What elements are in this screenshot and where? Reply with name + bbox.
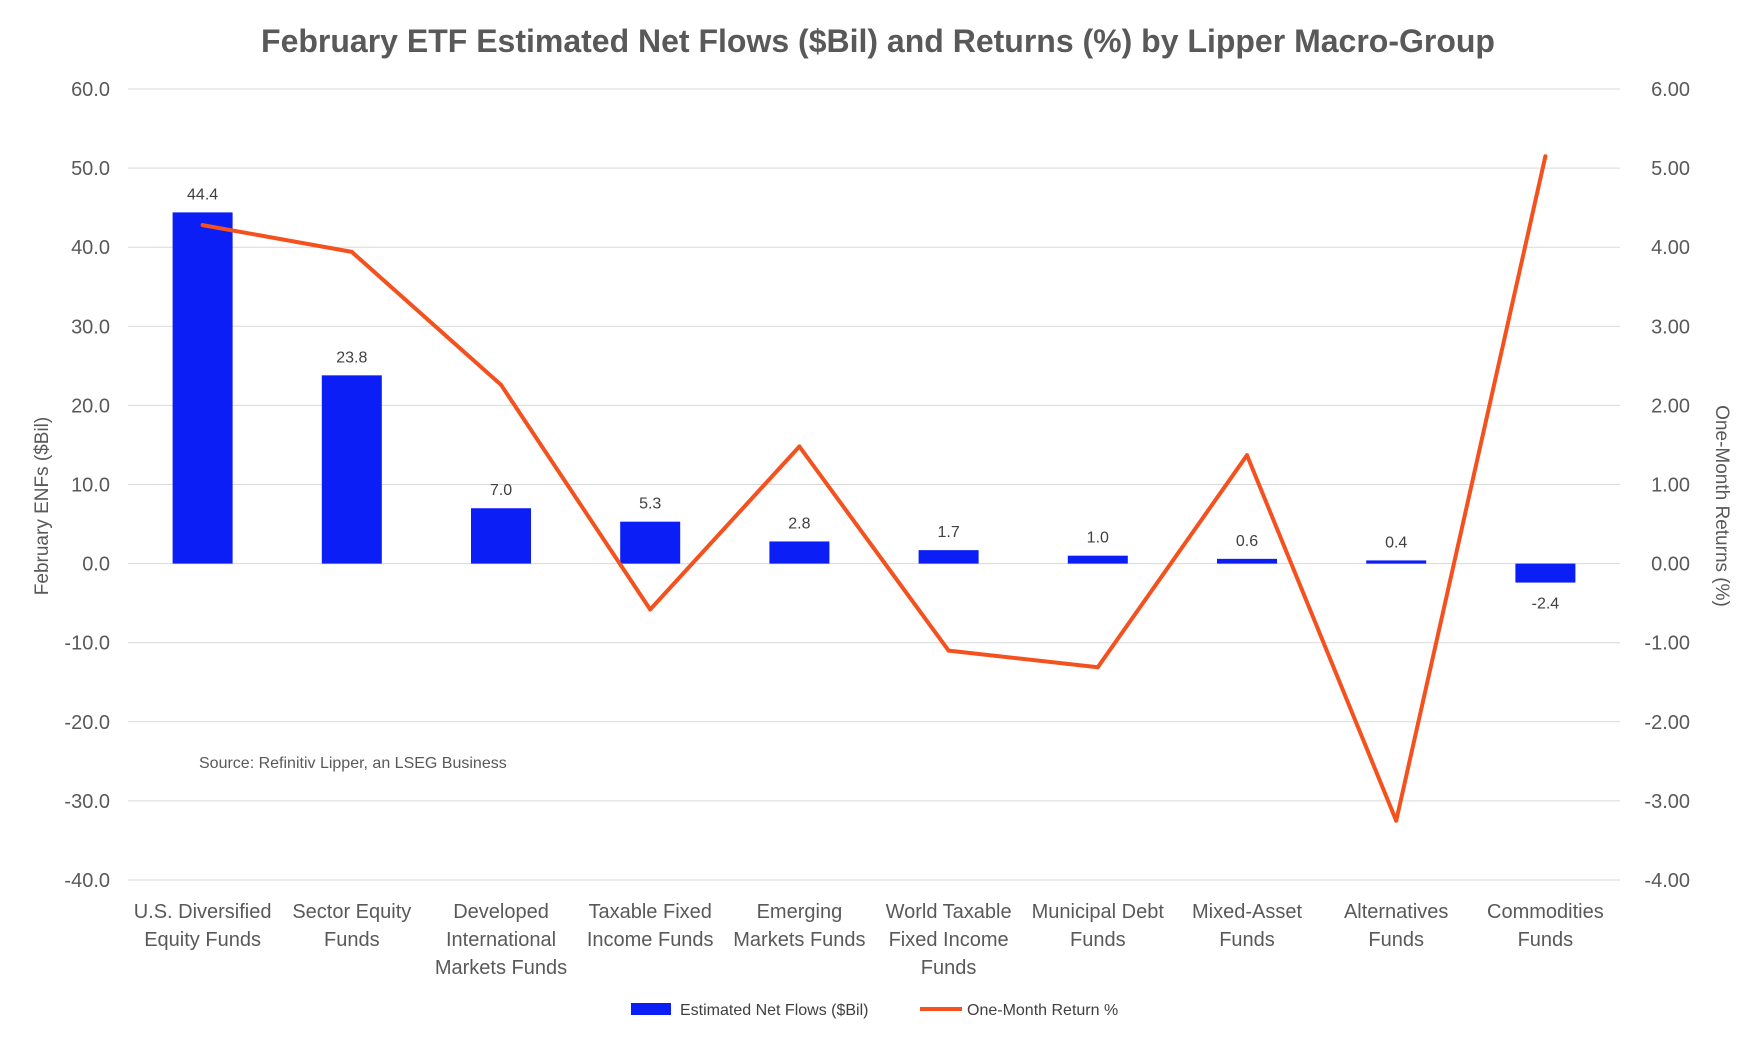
right-axis-tick: -4.00	[1644, 870, 1690, 892]
right-axis-ticks: 6.00 5.00 4.00 3.00 2.00 1.00 0.00 -1.00 -2.00 -3…	[1644, 79, 1690, 892]
data-labels: 44.4 23.8 7.0 5.3 2.8 1.7 1.0 0.6 0.4 -2.4	[187, 186, 1559, 612]
bar-value-label: -2.4	[1532, 596, 1560, 613]
return-point	[1245, 453, 1249, 458]
bar-value-label: 1.0	[1087, 530, 1109, 547]
bar	[1217, 558, 1277, 564]
bar-value-label: 23.8	[336, 349, 367, 366]
left-axis-tick: 40.0	[71, 237, 110, 259]
right-axis-tick: -1.00	[1644, 633, 1690, 655]
bar	[1366, 560, 1427, 564]
category-label: Commodities Funds	[1487, 901, 1604, 951]
bar	[620, 521, 681, 564]
bar-value-label: 0.4	[1385, 534, 1407, 551]
bar-value-label: 44.4	[187, 186, 218, 203]
left-axis-tick: 0.0	[82, 554, 110, 576]
left-axis-title: February ENFs ($Bil)	[32, 417, 53, 595]
return-point	[1543, 154, 1548, 159]
bar	[471, 508, 531, 564]
source-note: Source: Refinitiv Lipper, an LSEG Busine…	[199, 755, 507, 772]
bar	[769, 541, 830, 564]
return-line	[202, 155, 1548, 823]
category-labels: U.S. Diversified Equity Funds Sector Equit…	[134, 901, 1604, 979]
left-axis-tick: -10.0	[64, 633, 110, 655]
category-label: Sector Equity Funds	[292, 901, 411, 951]
right-axis-title: One-Month Returns (%)	[1711, 405, 1732, 607]
left-axis-tick: 30.0	[71, 316, 110, 338]
chart-title: February ETF Estimated Net Flows ($Bil) …	[261, 23, 1495, 59]
category-label: Developed International Markets Funds	[435, 901, 567, 979]
category-label: World Taxable Fixed Income Funds	[886, 901, 1012, 979]
right-axis-tick: 1.00	[1651, 475, 1690, 497]
category-label: Mixed-Asset Funds	[1192, 901, 1302, 951]
bar	[1515, 563, 1576, 583]
left-axis-tick: -40.0	[64, 870, 110, 892]
bar-series	[172, 212, 1576, 583]
bar-value-label: 2.8	[788, 515, 810, 532]
legend-swatch-bar	[631, 1003, 671, 1015]
category-label: Municipal Debt Funds	[1032, 901, 1165, 951]
category-label: Taxable Fixed Income Funds	[587, 901, 714, 951]
right-axis-tick: 5.00	[1651, 158, 1690, 180]
right-axis-tick: 0.00	[1651, 554, 1690, 576]
right-axis-tick: 6.00	[1651, 79, 1690, 101]
return-point	[499, 382, 503, 387]
return-point	[1394, 818, 1399, 823]
left-axis-tick: 20.0	[71, 395, 110, 417]
return-point	[1095, 665, 1100, 670]
legend: Estimated Net Flows ($Bil) One-Month Retu…	[631, 1002, 1118, 1019]
category-label: Alternatives Funds	[1344, 901, 1449, 951]
right-axis-tick: 2.00	[1651, 395, 1690, 417]
return-point	[797, 444, 802, 449]
right-axis-tick: -3.00	[1644, 791, 1690, 813]
left-axis-tick: 60.0	[71, 79, 110, 101]
right-axis-tick: 4.00	[1651, 237, 1690, 259]
line-series	[200, 154, 1548, 823]
bar	[321, 375, 382, 564]
legend-label-flows: Estimated Net Flows ($Bil)	[680, 1002, 869, 1019]
return-point	[946, 648, 951, 653]
left-axis-tick: -20.0	[64, 712, 110, 734]
return-point	[349, 249, 354, 254]
left-axis-ticks: 60.0 50.0 40.0 30.0 20.0 10.0 0.0 -10.0 -20.0 -30…	[64, 79, 110, 892]
bar-value-label: 5.3	[639, 496, 661, 513]
right-axis-tick: -2.00	[1644, 712, 1690, 734]
bar-value-label: 1.7	[937, 524, 959, 541]
category-label: U.S. Diversified Equity Funds	[134, 901, 272, 951]
return-point	[200, 223, 205, 228]
bar	[918, 550, 979, 564]
return-point	[648, 607, 653, 612]
bar-value-label: 0.6	[1236, 533, 1258, 550]
legend-label-returns: One-Month Return %	[967, 1002, 1118, 1019]
left-axis-tick: -30.0	[64, 791, 110, 813]
right-axis-tick: 3.00	[1651, 316, 1690, 338]
left-axis-tick: 50.0	[71, 158, 110, 180]
bar	[172, 212, 233, 564]
bar-value-label: 7.0	[490, 482, 512, 499]
category-label: Emerging Markets Funds	[733, 901, 865, 951]
bar	[1067, 555, 1128, 564]
left-axis-tick: 10.0	[71, 475, 110, 497]
